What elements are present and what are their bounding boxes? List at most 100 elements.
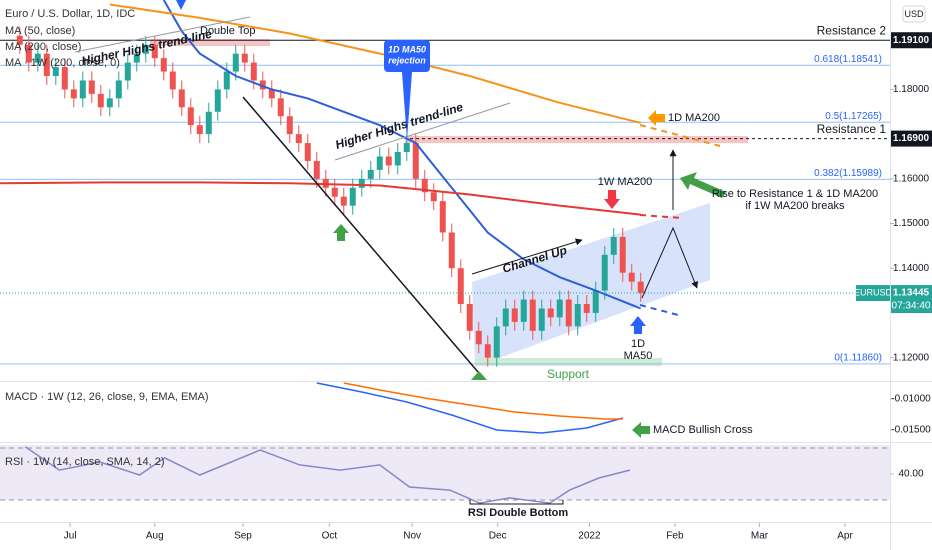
candle-body xyxy=(259,80,266,90)
candle-body xyxy=(358,178,365,188)
candle-body xyxy=(349,187,356,206)
candle-body xyxy=(385,156,392,166)
bracket xyxy=(469,500,564,505)
candle-body xyxy=(547,308,554,318)
candle-body xyxy=(331,187,338,197)
arrow xyxy=(632,422,650,438)
candle-body xyxy=(304,143,311,161)
panel-title: MACD · 1W (12, 26, close, 9, EMA, EMA) xyxy=(5,391,209,403)
candle-body xyxy=(61,67,68,90)
candle-body xyxy=(628,272,635,282)
candle-body xyxy=(268,89,275,99)
candle-body xyxy=(151,44,158,59)
x-tick-label: Nov xyxy=(403,531,421,542)
candle-body xyxy=(25,44,32,63)
series-line xyxy=(316,382,623,434)
annotation: 1W MA200 xyxy=(598,176,652,188)
candle-body xyxy=(340,196,347,206)
price-box xyxy=(891,32,932,49)
annotation: Double Top xyxy=(200,25,255,37)
currency-box xyxy=(902,5,926,23)
x-tick-label: Apr xyxy=(837,531,853,542)
annotation: MA50 xyxy=(624,350,653,362)
candle-body xyxy=(313,160,320,179)
candle-body xyxy=(403,143,410,152)
candle-body xyxy=(97,93,104,108)
candle-body xyxy=(601,254,608,291)
annotation: Support xyxy=(547,367,590,381)
candle-body xyxy=(619,236,626,273)
candle-body xyxy=(115,80,122,99)
arrow xyxy=(471,238,583,275)
candle-body xyxy=(520,299,527,322)
legend-entry: MA · 1W (200, close, 0) xyxy=(5,57,120,69)
legend-entry: MA (50, close) xyxy=(5,25,75,37)
candle-body xyxy=(214,89,221,112)
price-label: 1.16900 xyxy=(893,133,930,144)
candle-body xyxy=(439,201,446,233)
candle-body xyxy=(52,67,59,76)
resistance-name: Resistance 2 xyxy=(817,23,887,37)
projection xyxy=(639,124,721,147)
data-layer: 0.618(1.18541) 0.5(1.17265) 0.382(1.15989)… xyxy=(0,0,890,504)
trend-line xyxy=(334,102,511,161)
projection xyxy=(639,304,683,317)
candle-body xyxy=(502,308,509,327)
price-label: 1.19100 xyxy=(893,35,930,46)
projection xyxy=(641,226,698,299)
y-tick-label: -0.01500 xyxy=(891,425,931,436)
candle-body xyxy=(493,326,500,358)
candle-body xyxy=(106,98,113,108)
arrow xyxy=(333,224,349,241)
countdown: 07:34:40 xyxy=(892,301,931,312)
price-box xyxy=(891,130,932,147)
x-tick-label: Oct xyxy=(322,531,338,542)
y-tick-label: 1.15000 xyxy=(893,218,930,229)
candle-body xyxy=(421,178,428,193)
candle-body xyxy=(583,304,590,313)
legend-entry: MA (200, close) xyxy=(5,41,81,53)
resistance-name: Resistance 1 xyxy=(817,122,887,136)
candle-body xyxy=(43,53,50,76)
rsi-background xyxy=(0,445,890,500)
projection xyxy=(639,214,683,219)
candle-body xyxy=(565,299,572,327)
candle-body xyxy=(295,134,302,144)
candle-body xyxy=(160,58,167,72)
arrow xyxy=(648,110,665,126)
price-label: 1.13445 xyxy=(893,288,930,299)
candle-body xyxy=(169,71,176,90)
candle-body xyxy=(79,80,86,99)
candle-body xyxy=(286,116,293,135)
y-tick-label: -0.01000 xyxy=(891,394,931,405)
candle-body xyxy=(457,268,464,304)
annotation: rejection xyxy=(388,55,426,65)
candle-body xyxy=(124,62,131,81)
fib-label: 0(1.11860) xyxy=(834,353,882,364)
series-line xyxy=(109,3,641,124)
candle-body xyxy=(70,89,77,99)
x-tick-label: Sep xyxy=(234,531,252,542)
candle-body xyxy=(187,107,194,126)
series-line xyxy=(0,181,641,216)
annotation: MACD Bullish Cross xyxy=(653,424,753,436)
candle-body xyxy=(610,236,617,255)
x-tick-label: Mar xyxy=(751,531,769,542)
candle-body xyxy=(538,308,545,331)
candle-body xyxy=(430,192,437,202)
x-tick-label: 2022 xyxy=(578,531,601,542)
arrow xyxy=(680,172,726,198)
x-tick-label: Dec xyxy=(489,531,507,542)
fib-label: 0.5(1.17265) xyxy=(825,111,882,122)
annotation: 1D xyxy=(631,338,645,350)
candle-body xyxy=(574,304,581,327)
annotation: RSI Double Bottom xyxy=(468,507,568,519)
candle-body xyxy=(511,308,518,322)
pointer xyxy=(176,0,186,10)
candle-body xyxy=(88,80,95,94)
callout-pointer xyxy=(402,72,412,140)
candle-body xyxy=(556,299,563,318)
annotation: 1D MA200 xyxy=(668,112,720,124)
candle-body xyxy=(178,89,185,108)
